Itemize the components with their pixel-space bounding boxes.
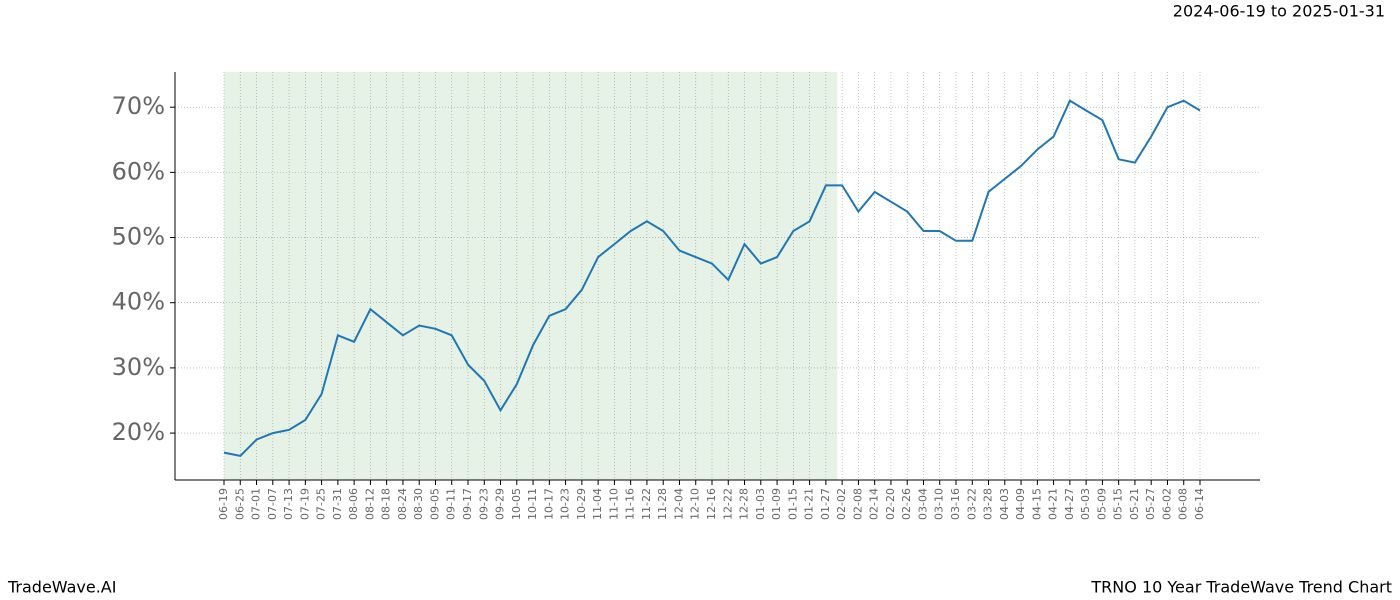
x-tick-label: 04-15 (1030, 488, 1043, 520)
x-tick-label: 09-17 (461, 488, 474, 520)
x-tick-label: 06-25 (233, 488, 246, 520)
x-tick-label: 02-20 (884, 488, 897, 520)
x-tick-label: 10-23 (559, 488, 572, 520)
x-tick-label: 07-19 (298, 488, 311, 520)
x-tick-label: 04-03 (998, 488, 1011, 520)
x-tick-label: 11-22 (640, 488, 653, 520)
x-tick-label: 11-28 (656, 488, 669, 520)
x-tick-label: 05-03 (1079, 488, 1092, 520)
x-tick-label: 03-16 (949, 488, 962, 520)
x-tick-label: 05-21 (1128, 488, 1141, 520)
x-tick-label: 02-14 (868, 488, 881, 520)
x-tick-label: 02-08 (851, 488, 864, 520)
y-tick-label: 60% (112, 157, 165, 185)
x-tick-label: 04-21 (1047, 488, 1060, 520)
x-tick-label: 01-21 (803, 488, 816, 520)
x-tick-label: 06-08 (1177, 488, 1190, 520)
x-tick-label: 06-14 (1193, 488, 1206, 520)
x-tick-label: 07-07 (266, 488, 279, 520)
x-tick-label: 03-10 (933, 488, 946, 520)
x-tick-label: 10-29 (575, 488, 588, 520)
x-tick-label: 04-09 (1014, 488, 1027, 520)
x-tick-label: 06-02 (1160, 488, 1173, 520)
x-tick-label: 01-15 (786, 488, 799, 520)
y-tick-label: 70% (112, 92, 165, 120)
y-tick-label: 20% (112, 418, 165, 446)
x-tick-label: 09-11 (445, 488, 458, 520)
x-tick-label: 10-05 (510, 488, 523, 520)
x-tick-label: 01-09 (770, 488, 783, 520)
shaded-region (224, 72, 838, 480)
x-tick-label: 03-22 (965, 488, 978, 520)
x-tick-label: 07-01 (250, 488, 263, 520)
x-tick-label: 12-04 (672, 488, 685, 520)
x-tick-label: 01-03 (754, 488, 767, 520)
x-tick-label: 09-05 (428, 488, 441, 520)
x-tick-label: 11-04 (591, 488, 604, 520)
x-tick-label: 08-24 (396, 488, 409, 520)
y-tick-label: 30% (112, 353, 165, 381)
x-tick-label: 08-30 (412, 488, 425, 520)
x-tick-label: 09-23 (477, 488, 490, 520)
x-tick-label: 05-09 (1095, 488, 1108, 520)
x-tick-label: 07-25 (315, 488, 328, 520)
x-tick-label: 12-22 (721, 488, 734, 520)
y-tick-label: 40% (112, 288, 165, 316)
x-tick-label: 03-28 (982, 488, 995, 520)
x-tick-label: 12-16 (705, 488, 718, 520)
x-tick-label: 03-04 (916, 488, 929, 520)
x-tick-label: 05-15 (1112, 488, 1125, 520)
chart-subtitle: 2024-06-19 to 2025-01-31 (1173, 2, 1385, 21)
trend-line (223, 99, 1201, 457)
x-tick-label: 07-13 (282, 488, 295, 520)
x-tick-label: 08-12 (363, 488, 376, 520)
x-tick-label: 10-11 (526, 488, 539, 520)
x-tick-label: 02-26 (900, 488, 913, 520)
x-tick-label: 01-27 (819, 488, 832, 520)
x-tick-label: 04-27 (1063, 488, 1076, 520)
x-tick-label: 12-10 (689, 488, 702, 520)
x-tick-label: 05-27 (1144, 488, 1157, 520)
brand: TradeWave.AI (7, 578, 116, 597)
x-tick-label: 12-28 (738, 488, 751, 520)
x-tick-label: 02-02 (835, 488, 848, 520)
x-tick-label: 08-18 (380, 488, 393, 520)
x-tick-label: 10-17 (542, 488, 555, 520)
x-tick-label: 11-10 (607, 488, 620, 520)
x-tick-label: 07-31 (331, 488, 344, 520)
x-tick-label: 09-29 (494, 488, 507, 520)
chart-title: TRNO 10 Year TradeWave Trend Chart (1090, 578, 1392, 597)
x-tick-label: 08-06 (347, 488, 360, 520)
x-tick-label: 06-19 (217, 488, 230, 520)
y-tick-label: 50% (112, 223, 165, 251)
x-tick-label: 11-16 (624, 488, 637, 520)
